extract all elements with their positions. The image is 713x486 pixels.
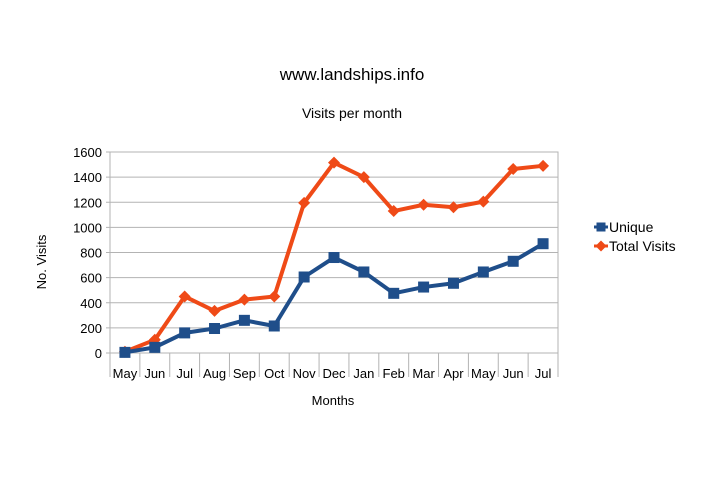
legend: Unique Total Visits <box>594 219 676 254</box>
x-tick-label: Aug <box>203 366 226 381</box>
x-axis-label: Months <box>312 393 355 408</box>
y-tick-label: 1000 <box>73 220 102 235</box>
y-tick-label: 1200 <box>73 195 102 210</box>
data-point-diamond <box>298 196 311 209</box>
x-tick-label: Jul <box>535 366 552 381</box>
data-point-diamond <box>268 290 281 303</box>
x-tick-label: Apr <box>443 366 464 381</box>
data-point-square <box>238 314 250 326</box>
legend-label: Unique <box>609 219 654 235</box>
data-point-diamond <box>477 195 490 208</box>
data-point-diamond <box>447 201 460 214</box>
data-point-diamond <box>208 304 221 317</box>
x-tick-label: Dec <box>322 366 346 381</box>
x-tick-label: Oct <box>264 366 285 381</box>
plot-area <box>109 151 559 354</box>
y-tick-labels: 0 200 400 600 800 1000 1200 1400 1600 <box>73 145 102 361</box>
series-unique <box>119 238 549 358</box>
y-axis-label: No. Visits <box>34 234 49 289</box>
x-tick-label: May <box>113 366 138 381</box>
data-point-square <box>298 271 310 283</box>
x-tick-label: Jul <box>176 366 193 381</box>
data-point-square <box>358 266 370 278</box>
data-point-diamond <box>328 156 340 169</box>
data-point-square <box>179 327 191 339</box>
data-point-square <box>268 320 280 332</box>
data-point-square <box>119 346 131 358</box>
x-tick-label: Sep <box>233 366 256 381</box>
data-point-diamond <box>357 171 370 184</box>
chart-title: www.landships.info <box>279 65 425 84</box>
x-tick-label: Jan <box>353 366 374 381</box>
axes <box>106 151 559 377</box>
y-tick-label: 1400 <box>73 170 102 185</box>
data-point-square <box>418 281 430 293</box>
data-point-diamond <box>417 198 430 211</box>
data-point-diamond <box>178 290 191 303</box>
data-point-square <box>328 252 340 264</box>
data-point-square <box>388 287 400 299</box>
data-point-diamond <box>507 162 520 175</box>
legend-label: Total Visits <box>609 238 676 254</box>
data-point-square <box>537 238 549 250</box>
data-point-square <box>477 266 489 278</box>
y-tick-label: 800 <box>80 246 102 261</box>
x-tick-label: Mar <box>412 366 435 381</box>
legend-item: Total Visits <box>594 238 676 254</box>
data-point-square <box>596 222 606 232</box>
x-tick-label: Jun <box>503 366 524 381</box>
x-tick-label: May <box>471 366 496 381</box>
data-point-square <box>209 323 221 335</box>
y-tick-label: 200 <box>80 321 102 336</box>
x-tick-labels: May Jun Jul Aug Sep Oct Nov Dec Jan Feb Mar Apr May J… <box>113 366 552 381</box>
data-point-diamond <box>537 159 550 172</box>
x-tick-label: Feb <box>383 366 405 381</box>
y-tick-label: 600 <box>80 271 102 286</box>
y-tick-label: 0 <box>95 346 102 361</box>
data-point-diamond <box>238 293 251 306</box>
series <box>118 156 550 358</box>
y-tick-label: 400 <box>80 296 102 311</box>
data-point-square <box>507 255 519 267</box>
data-point-diamond <box>595 240 607 252</box>
x-tick-label: Jun <box>144 366 165 381</box>
data-point-diamond <box>387 205 400 218</box>
x-tick-label: Nov <box>293 366 317 381</box>
data-point-square <box>447 277 459 289</box>
chart-subtitle: Visits per month <box>302 105 402 121</box>
y-tick-label: 1600 <box>73 145 102 160</box>
data-point-square <box>149 341 161 353</box>
legend-item: Unique <box>594 219 654 235</box>
